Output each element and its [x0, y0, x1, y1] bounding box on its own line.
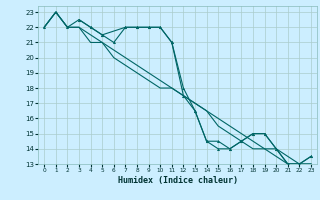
X-axis label: Humidex (Indice chaleur): Humidex (Indice chaleur) — [118, 176, 238, 185]
